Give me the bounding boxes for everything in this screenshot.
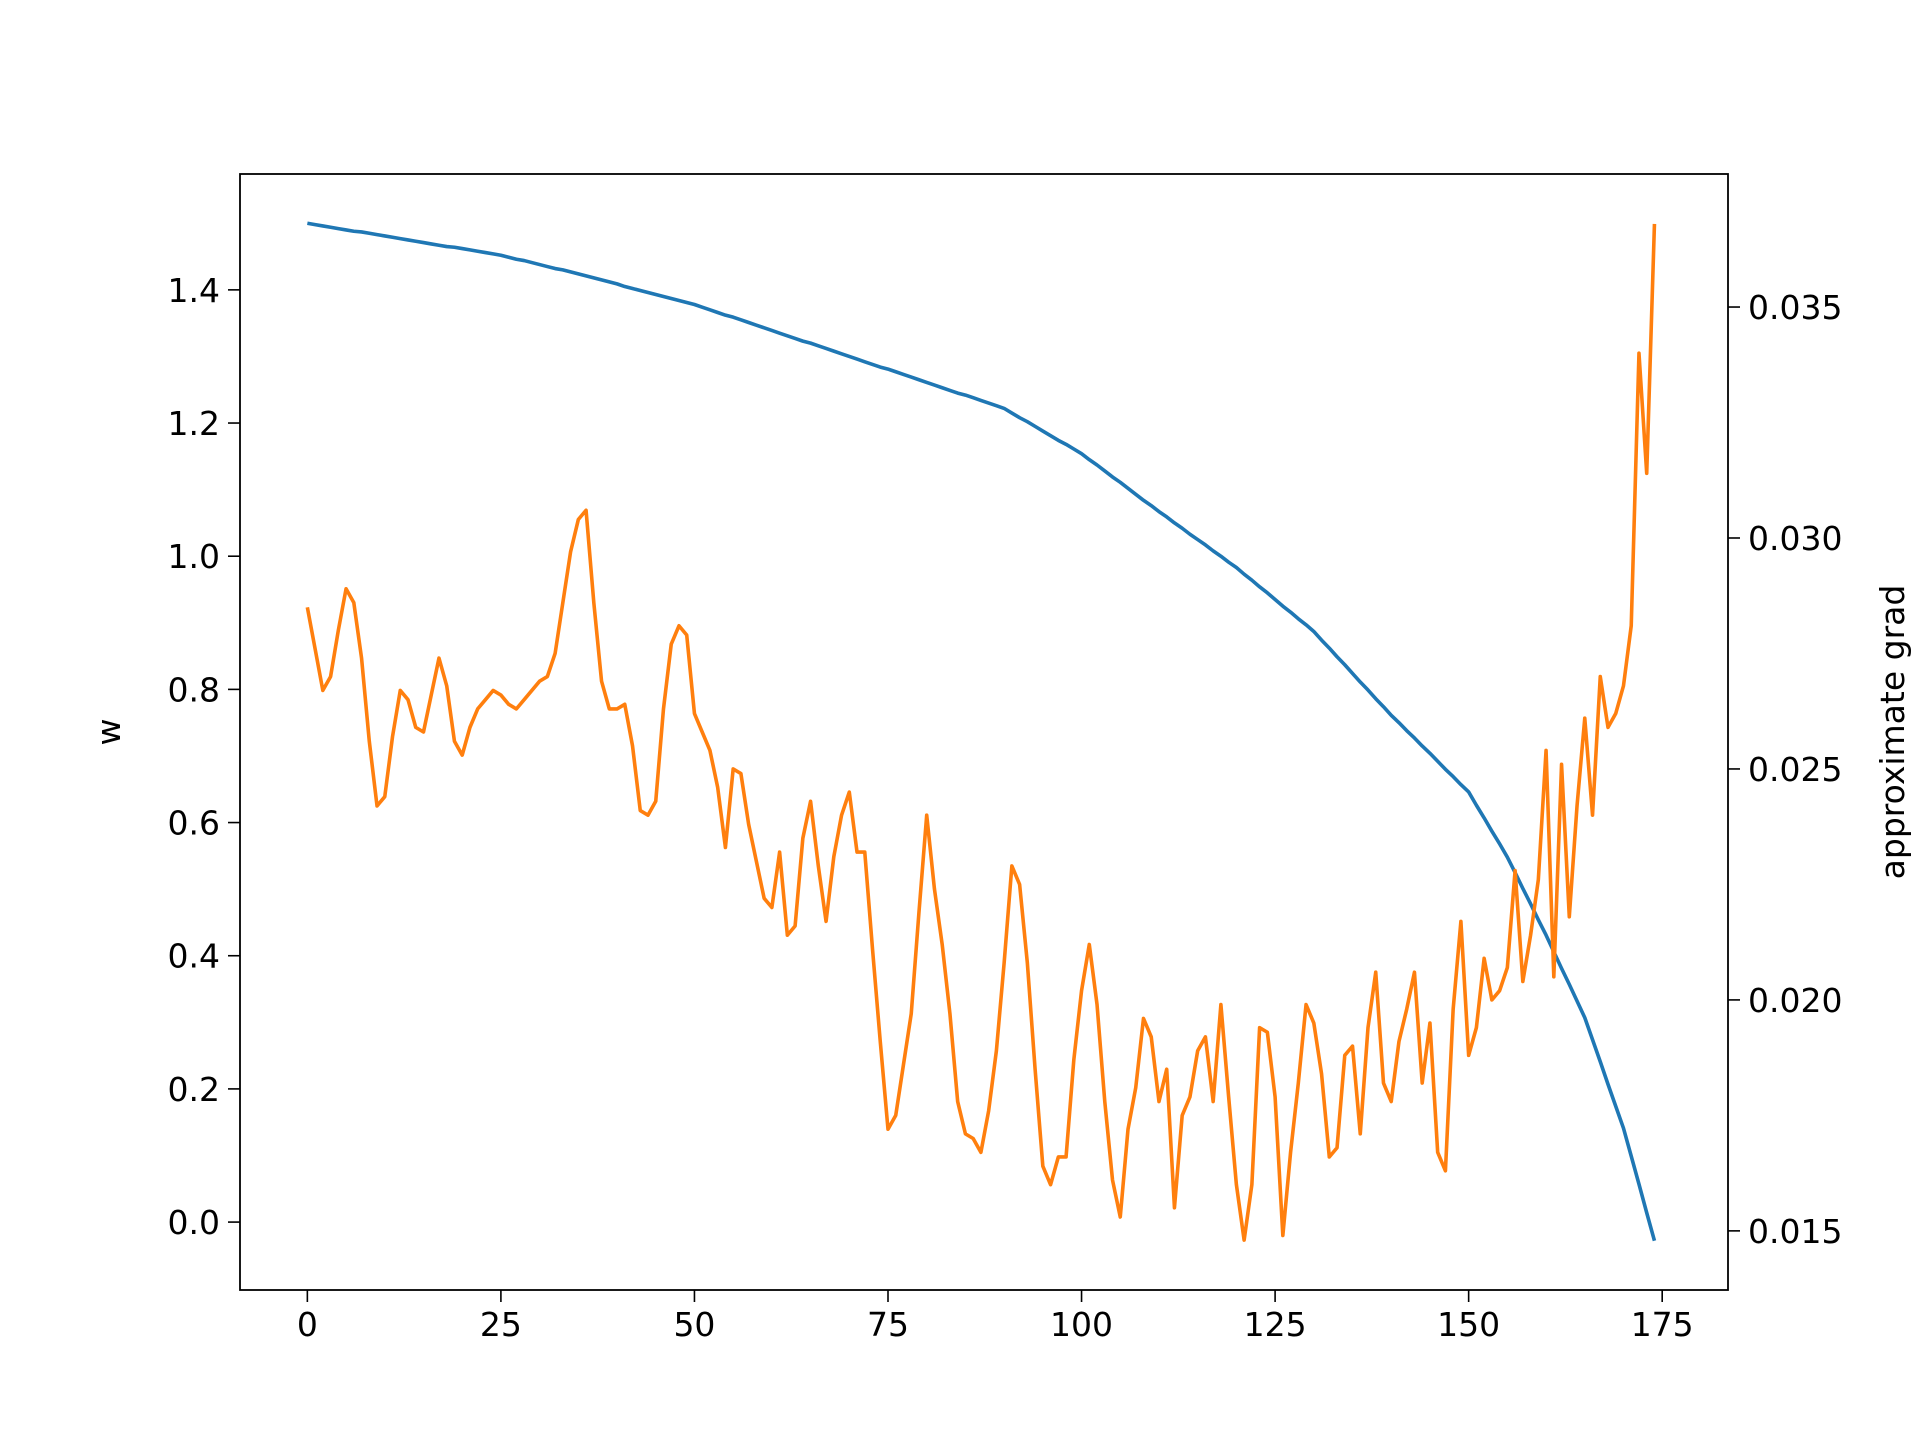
x-tick-label: 75 <box>867 1305 909 1344</box>
y2-tick-label: 0.020 <box>1748 981 1842 1020</box>
y-tick-label: 0.8 <box>168 670 220 709</box>
y-tick-label: 0.0 <box>168 1203 220 1242</box>
plot-frame <box>239 173 1729 1291</box>
x-tick-label: 100 <box>1050 1305 1113 1344</box>
y-tick-label: 0.2 <box>168 1070 220 1109</box>
line-series <box>305 223 1657 1242</box>
line-series <box>307 221 1657 1242</box>
x-tick-label: 125 <box>1244 1305 1307 1344</box>
x-tick-label: 0 <box>297 1305 318 1344</box>
y-tick-label: 1.0 <box>168 537 220 576</box>
y-axis-label: w <box>89 719 128 746</box>
y-tick-label: 1.2 <box>168 404 220 443</box>
x-tick-label: 150 <box>1437 1305 1500 1344</box>
y2-tick-label: 0.015 <box>1748 1212 1842 1251</box>
y2-tick-label: 0.025 <box>1748 750 1842 789</box>
x-tick-label: 25 <box>480 1305 522 1344</box>
y2-tick-label: 0.030 <box>1748 519 1842 558</box>
x-tick-label: 175 <box>1631 1305 1694 1344</box>
y-tick-label: 0.6 <box>168 804 220 843</box>
y2-tick-label: 0.035 <box>1748 288 1842 327</box>
y-tick-label: 0.4 <box>168 937 220 976</box>
x-tick-label: 50 <box>673 1305 715 1344</box>
y2-axis-label: approximate grad <box>1873 585 1912 880</box>
y-tick-label: 1.4 <box>168 271 220 310</box>
